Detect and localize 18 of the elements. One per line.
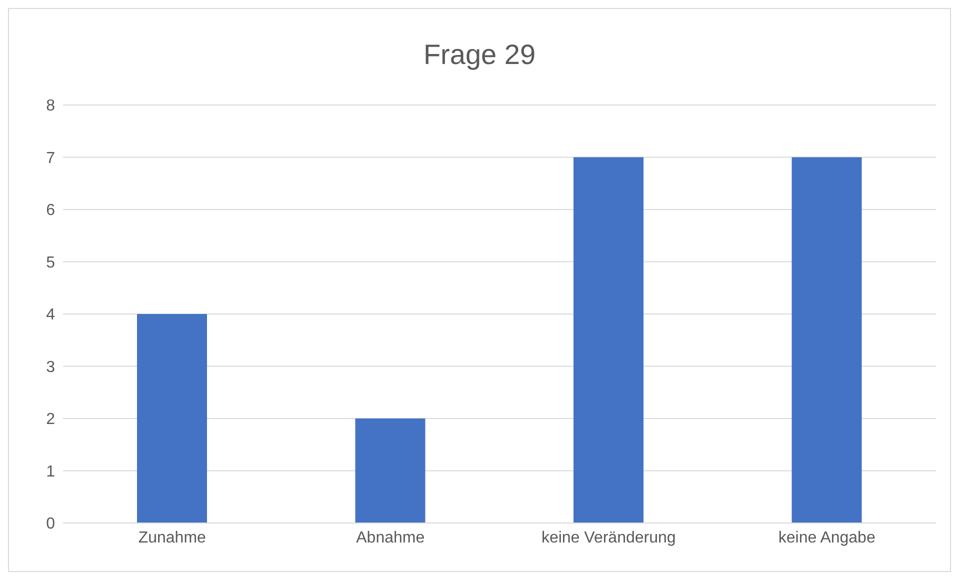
y-tick-label: 0 [46,516,56,533]
y-tick-label: 4 [46,306,56,324]
bar [137,314,207,523]
x-tick-label: keine Angabe [778,529,876,546]
chart-title: Frage 29 [422,39,537,71]
y-tick-label: 8 [46,98,56,115]
y-tick-label: 5 [46,254,56,272]
y-tick-label: 6 [46,202,56,220]
y-tick-label: 1 [46,463,56,480]
bar [574,157,644,523]
bar [355,418,426,523]
y-tick-label: 2 [46,411,56,428]
y-tick-label: 7 [46,150,56,167]
x-tick-label: keine Veränderung [541,529,676,546]
y-tick-label: 3 [46,358,56,376]
x-tick-label: Zunahme [138,529,206,546]
bar [792,157,862,523]
x-tick-label: Abnahme [356,529,425,546]
